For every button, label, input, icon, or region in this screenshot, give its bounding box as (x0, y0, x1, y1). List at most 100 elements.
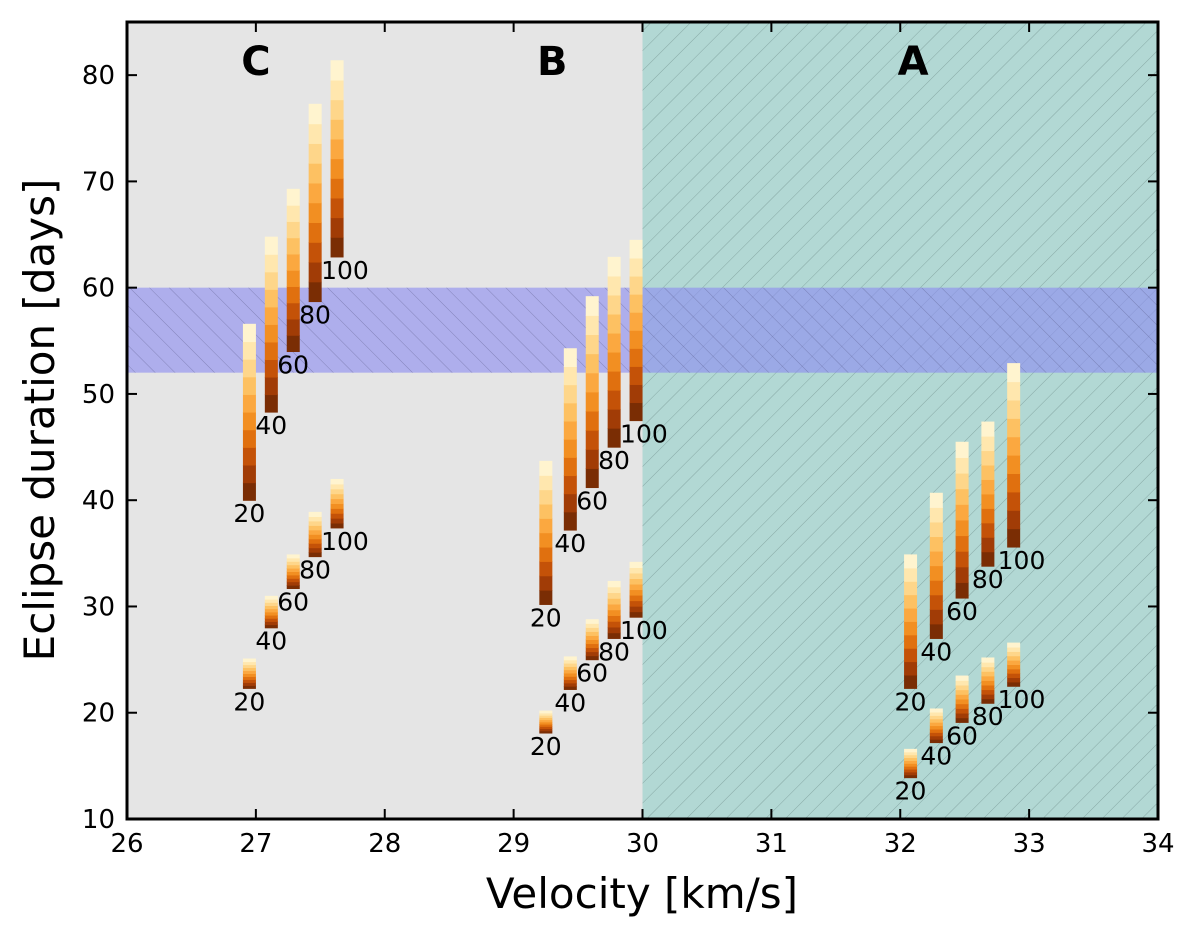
bar-segment (264, 271, 278, 290)
bar-segment (904, 771, 918, 776)
bar-segment (1007, 381, 1021, 401)
bar-segment (929, 722, 943, 727)
region-label-B: B (537, 39, 568, 85)
bar-segment (629, 257, 643, 277)
bar-segment (286, 571, 300, 576)
bar-segment (539, 518, 553, 534)
bar-segment (330, 99, 344, 120)
bar-label: 20 (895, 687, 927, 716)
bar-segment (904, 754, 918, 759)
bar-segment (929, 609, 943, 625)
bar-segment (539, 712, 553, 716)
bar-segment (286, 318, 300, 336)
bar-segment (1007, 418, 1021, 438)
bar-segment (929, 550, 943, 567)
bar-segment (929, 711, 943, 716)
bar-segment (904, 766, 918, 770)
bar-segment (308, 516, 322, 522)
bar-segment (264, 341, 278, 360)
region-label-A: A (898, 39, 929, 85)
bar-segment (286, 578, 300, 583)
region-hatch-A (642, 22, 1158, 819)
bar-segment (981, 464, 995, 480)
bar-segment (607, 409, 621, 429)
bar-segment (981, 551, 995, 567)
x-tick-label: 28 (368, 829, 401, 859)
bar-segment (607, 609, 621, 616)
bar-segment (904, 674, 918, 689)
bar-segment (981, 698, 995, 704)
bar-segment (330, 478, 344, 485)
bar-segment (607, 603, 621, 611)
bar-segment (330, 483, 344, 490)
bar-segment (955, 698, 969, 705)
bar-segment (585, 635, 599, 641)
bar-segment (629, 578, 643, 585)
x-tick-label: 34 (1141, 829, 1174, 859)
bar-segment (904, 554, 918, 569)
bar-segment (264, 608, 278, 613)
x-tick-label: 26 (110, 829, 143, 859)
bar-segment (629, 600, 643, 607)
bar-segment (563, 493, 577, 513)
bar-segment (308, 529, 322, 535)
bar-segment (308, 534, 322, 540)
bar-segment (563, 686, 577, 690)
bar-segment (330, 488, 344, 495)
bar-segment (539, 561, 553, 577)
bar-segment (607, 370, 621, 391)
bar-segment (264, 289, 278, 308)
bar-segment (904, 634, 918, 649)
bar-segment (563, 348, 577, 368)
bar-segment (629, 330, 643, 349)
bar-label: 60 (277, 587, 309, 616)
bar-segment (629, 275, 643, 295)
y-tick-label: 60 (82, 274, 115, 304)
bar-segment (563, 439, 577, 458)
bar-segment (981, 671, 995, 677)
bar-segment (929, 715, 943, 720)
bar-segment (585, 627, 599, 632)
bar-segment (585, 647, 599, 653)
bar-segment (308, 552, 322, 558)
bar-segment (585, 430, 599, 450)
bar-segment (308, 525, 322, 531)
bar-segment (585, 655, 599, 661)
bar-segment (585, 296, 599, 316)
bar-segment (1007, 642, 1021, 648)
bar-segment (264, 614, 278, 619)
bar-segment (981, 689, 995, 695)
bar-segment (904, 567, 918, 582)
bar-segment (607, 632, 621, 639)
bar-segment (308, 538, 322, 544)
bar-segment (330, 493, 344, 500)
bar-segment (981, 675, 995, 681)
bar-segment (607, 313, 621, 334)
bar-segment (629, 366, 643, 385)
bar-segment (1007, 651, 1021, 657)
bar-label: 60 (576, 486, 608, 515)
bar-segment (563, 663, 577, 667)
bar-segment (308, 222, 322, 243)
bar-segment (929, 623, 943, 639)
bar-segment (1007, 510, 1021, 530)
x-axis-title: Velocity [km/s] (486, 869, 798, 918)
bar-segment (330, 197, 344, 219)
bar-segment (607, 621, 621, 628)
bar-label: 40 (255, 411, 287, 440)
bar-segment (629, 611, 643, 618)
bar-segment (330, 513, 344, 519)
bar-segment (330, 498, 344, 504)
bar-segment (242, 661, 256, 666)
region-label-C: C (241, 39, 270, 85)
bar-segment (539, 721, 553, 725)
bar-segment (981, 694, 995, 700)
bar-segment (955, 675, 969, 681)
bar-segment (981, 421, 995, 437)
bar-segment (955, 694, 969, 700)
bar-label: 100 (321, 527, 369, 556)
bar-segment (308, 547, 322, 553)
bar-segment (607, 615, 621, 622)
bar-segment (1007, 491, 1021, 511)
bar-segment (629, 606, 643, 613)
